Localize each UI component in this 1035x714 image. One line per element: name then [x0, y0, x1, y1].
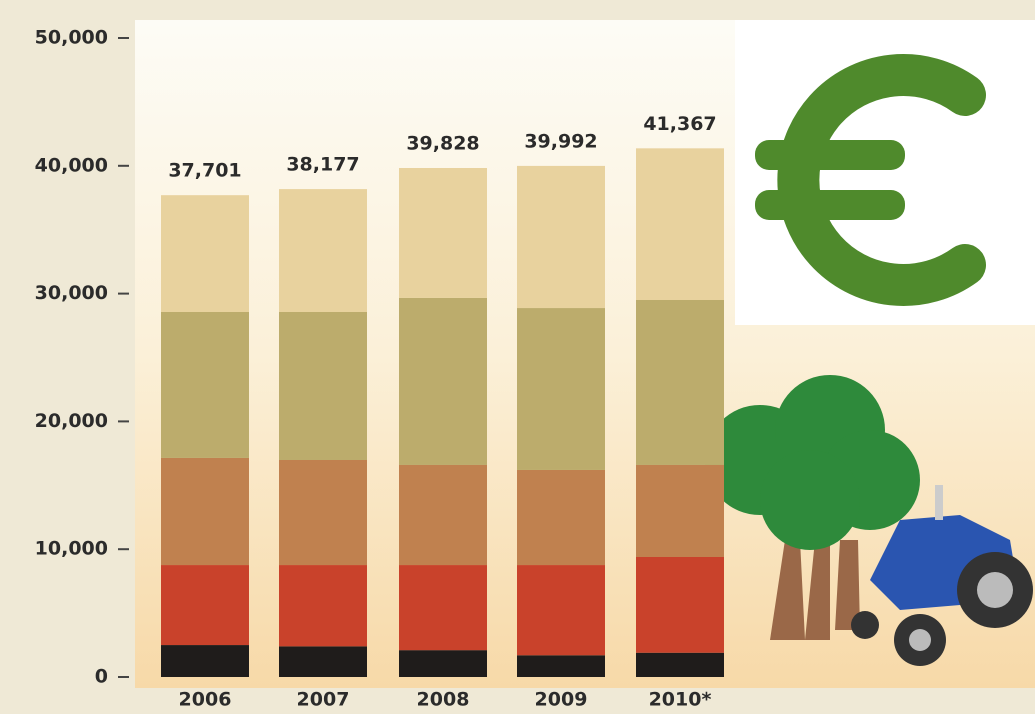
- bar-segment: [636, 556, 724, 653]
- bar-segment: [279, 459, 367, 566]
- y-tick-label: 20,000: [35, 410, 108, 432]
- bar-segment: [636, 299, 724, 465]
- bar-segment: [517, 308, 605, 470]
- value-label: 41,367: [643, 113, 716, 135]
- bar-segment: [517, 165, 605, 309]
- bar-segment: [636, 464, 724, 557]
- euro-arc: [777, 54, 986, 306]
- bar-segment: [399, 297, 487, 465]
- y-tick-label: 30,000: [35, 282, 108, 304]
- value-label: 38,177: [286, 154, 359, 176]
- bar-segment: [636, 652, 724, 677]
- x-tick-label: 2009: [535, 689, 588, 711]
- value-label: 37,701: [168, 160, 241, 182]
- bar-segment: [279, 646, 367, 677]
- tractor-illustration: [851, 485, 1033, 666]
- bar-segment: [161, 457, 249, 566]
- value-label: 39,828: [406, 132, 479, 154]
- y-tick-label: 0: [95, 666, 108, 688]
- bar-segment: [636, 148, 724, 300]
- bar-segment: [161, 645, 249, 677]
- bar-segment: [279, 565, 367, 647]
- bar-segment: [161, 565, 249, 646]
- bar-segment: [517, 655, 605, 677]
- x-tick-label: 2010*: [649, 689, 712, 711]
- bar-segment: [279, 312, 367, 460]
- bar-segment: [279, 189, 367, 313]
- x-tick-label: 2008: [417, 689, 470, 711]
- euro-bar: [755, 140, 905, 170]
- y-tick-label: 40,000: [35, 154, 108, 176]
- bar-segment: [399, 464, 487, 566]
- exhaust: [935, 485, 943, 520]
- bar-segment: [517, 565, 605, 656]
- bar-segment: [399, 167, 487, 298]
- foliage: [760, 450, 860, 550]
- bar-segment: [161, 195, 249, 313]
- bar-segment: [161, 312, 249, 458]
- x-tick-label: 2006: [179, 689, 232, 711]
- hub: [909, 629, 931, 651]
- x-tick-label: 2007: [297, 689, 350, 711]
- bar-segment: [399, 650, 487, 677]
- euro-illustration: [755, 54, 986, 306]
- tree-illustration: [705, 375, 920, 640]
- wheel: [851, 611, 879, 639]
- value-label: 39,992: [524, 130, 597, 152]
- y-tick-label: 10,000: [35, 538, 108, 560]
- bar-segment: [399, 565, 487, 651]
- trunks: [770, 540, 860, 640]
- euro-bar: [755, 190, 905, 220]
- bar-segment: [517, 469, 605, 566]
- y-tick-label: 50,000: [35, 27, 108, 49]
- hub: [977, 572, 1013, 608]
